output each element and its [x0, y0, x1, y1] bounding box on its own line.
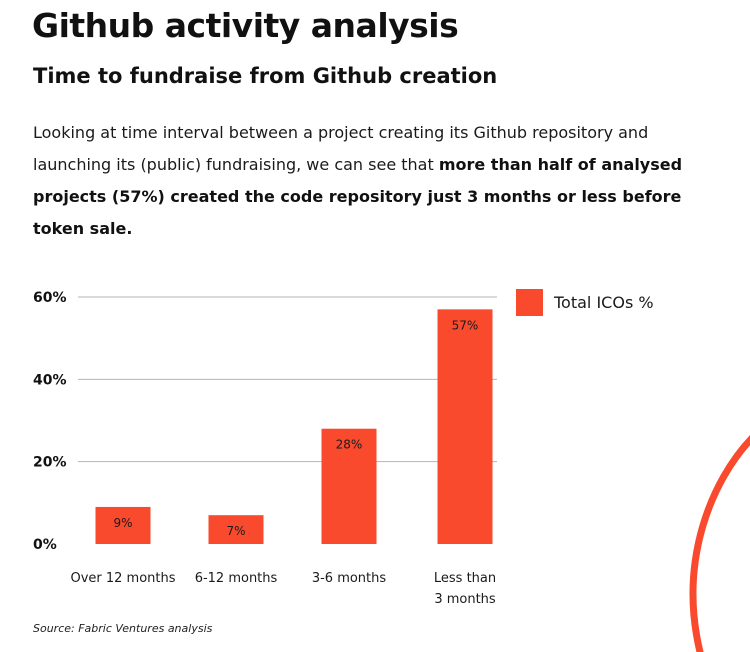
- bar: [437, 309, 493, 544]
- y-axis-ticks: 0% 20% 40% 60%: [33, 290, 67, 553]
- legend-label: Total ICOs %: [554, 293, 654, 312]
- x-tick-label-line: Less than: [434, 571, 496, 586]
- bar: [321, 428, 377, 544]
- page-title: Github activity analysis: [32, 6, 459, 45]
- x-tick-label: Less than 3 months: [434, 571, 496, 607]
- intro-highlight: more than half of analysed projects (57%…: [33, 155, 683, 238]
- x-axis-ticks: Over 12 months 6-12 months 3-6 months Less …: [70, 571, 496, 607]
- bar: [208, 515, 264, 544]
- bar-value-label: 28%: [336, 438, 363, 452]
- grid-lines: [78, 296, 497, 463]
- y-tick-label: 0%: [33, 537, 57, 553]
- x-tick-label-line: 3 months: [434, 592, 496, 607]
- legend: Total ICOs %: [516, 289, 654, 316]
- x-tick-label: Over 12 months: [70, 571, 175, 586]
- bar-value-label: 57%: [452, 318, 479, 332]
- legend-swatch: [516, 289, 543, 316]
- bar: [95, 506, 151, 544]
- y-tick-label: 40%: [33, 372, 67, 388]
- y-tick-label: 20%: [33, 455, 67, 471]
- bar-value-label: 7%: [226, 524, 245, 538]
- bars: [95, 309, 493, 544]
- x-tick-label-line: Over 12 months: [70, 571, 175, 586]
- bar-value-labels: 9% 7% 28% 57%: [113, 318, 478, 538]
- source-note: Source: Fabric Ventures analysis: [33, 622, 213, 635]
- y-tick-label: 60%: [33, 290, 67, 306]
- intro-paragraph: Looking at time interval between a proje…: [33, 117, 723, 245]
- intro-text: Looking at time interval between a proje…: [33, 123, 649, 174]
- bar-chart: 0% 20% 40% 60% 9% 7% 28% 57% Over 12 months 6-1…: [33, 290, 497, 607]
- x-tick-label: 6-12 months: [195, 571, 278, 586]
- x-tick-label: 3-6 months: [312, 571, 387, 586]
- page-subtitle: Time to fundraise from Github creation: [33, 64, 498, 88]
- x-tick-label-line: 6-12 months: [195, 571, 278, 586]
- bar-value-label: 9%: [113, 516, 132, 530]
- x-tick-label-line: 3-6 months: [312, 571, 387, 586]
